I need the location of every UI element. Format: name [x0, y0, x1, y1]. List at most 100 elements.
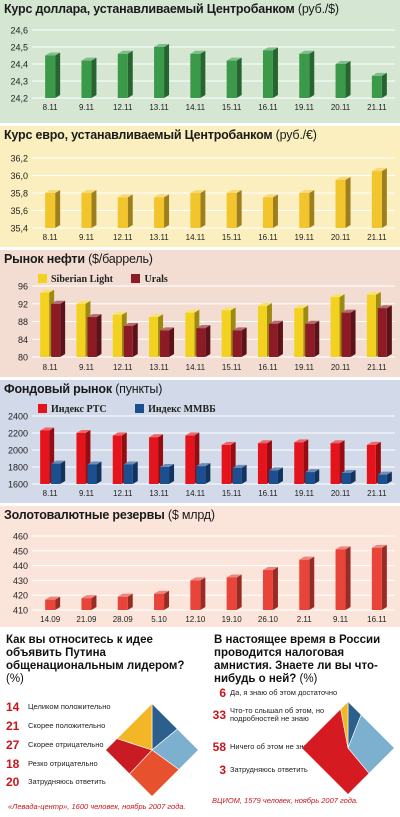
bar-side [127, 194, 133, 228]
bar [185, 312, 195, 357]
bar [268, 323, 278, 357]
x-tick-label: 16.11 [258, 233, 278, 242]
bar-top [371, 72, 387, 76]
survey-slice [334, 702, 349, 749]
bar-side [132, 461, 138, 484]
bar-side [381, 168, 387, 228]
legend-item: Siberian Light [38, 274, 113, 285]
x-tick-label: 13.11 [149, 103, 169, 112]
bar-top [149, 314, 164, 318]
bar-top [377, 471, 392, 475]
panel-separator [0, 123, 400, 126]
bar [76, 433, 86, 484]
bar-side [386, 471, 392, 484]
bar-top [257, 302, 272, 306]
bar-side [345, 61, 351, 98]
chart-panel-stock: 1600 1800 2000 2200 2400 8.11 9.11 12.11 13.11 14… [0, 380, 400, 506]
x-tick-label: 12.11 [113, 489, 133, 498]
bar [226, 193, 237, 228]
survey-slice [151, 706, 198, 791]
bar-side [60, 460, 66, 484]
bar-top [366, 441, 381, 445]
x-tick-label: 19.11 [295, 103, 315, 112]
survey-row: 33 Что-то слышал об этом, но подробностей… [212, 706, 325, 723]
bar [262, 197, 273, 228]
chart-reserves: 410 420 430 440 450 460 14.09 21.09 28.09 5.10 12.… [0, 506, 400, 630]
survey-source: ВЦИОМ, 1579 человек, ноябрь 2007 года. [212, 796, 359, 805]
bar-side [55, 52, 61, 98]
bar-top [51, 300, 66, 304]
x-tick-label: 16.11 [258, 103, 278, 112]
x-tick-label: 9.11 [333, 615, 349, 624]
bar-top [366, 291, 381, 295]
x-tick-label: 13.11 [149, 233, 169, 242]
chart-title: Золотовалютные резервы ($ млрд) [4, 508, 215, 522]
panel-separator [0, 247, 400, 250]
x-tick-label: 15.11 [222, 103, 242, 112]
bar [45, 193, 56, 228]
panel-separator [0, 377, 400, 380]
bar-top [190, 190, 206, 193]
survey-slice [106, 749, 198, 796]
legend-swatch [131, 274, 141, 283]
bar-top [117, 194, 133, 198]
bar-top [154, 44, 170, 47]
bar [299, 193, 310, 228]
bar-side [309, 556, 315, 610]
bar [226, 577, 237, 610]
y-tick-label: 24,2 [10, 94, 28, 104]
bar [117, 53, 128, 98]
bar-top [262, 567, 278, 571]
chart-background [0, 126, 400, 250]
bar [196, 328, 206, 357]
bar-side [272, 47, 278, 98]
bar-side [241, 327, 247, 357]
bar [371, 171, 382, 228]
x-tick-label: 8.11 [43, 233, 59, 242]
bar-top [371, 544, 387, 548]
bar-top [123, 322, 138, 326]
x-tick-label: 15.11 [222, 363, 242, 372]
y-tick-label: 450 [13, 546, 28, 556]
bar-side [277, 467, 283, 484]
chart-panel-oil: 80 84 88 92 96 8.11 9.11 12.11 13.11 14.11 15.11 16… [0, 250, 400, 380]
bar-top [377, 305, 392, 309]
bar-side [205, 325, 211, 357]
y-tick-label: 2000 [8, 446, 28, 456]
bar-top [185, 432, 200, 436]
x-tick-label: 14.11 [186, 489, 206, 498]
x-tick-label: 8.11 [43, 103, 59, 112]
bar-side [91, 190, 97, 228]
bar-side [277, 320, 283, 357]
x-tick-label: 16.11 [367, 615, 387, 624]
y-tick-label: 24,4 [10, 60, 28, 70]
bar-top [112, 432, 127, 436]
bar [81, 60, 92, 98]
legend-item: Индекс ММВБ [135, 404, 216, 415]
bar-top [40, 289, 55, 293]
survey-diamond [302, 702, 394, 794]
bar-side [96, 461, 102, 484]
bar [257, 305, 267, 357]
bar-top [51, 460, 66, 464]
y-tick-label: 84 [18, 335, 28, 345]
bar [51, 463, 61, 484]
bar-side [91, 595, 97, 610]
bar-side [345, 546, 351, 610]
x-tick-label: 8.11 [43, 363, 59, 372]
bar-top [335, 176, 351, 180]
bar [40, 430, 50, 484]
survey-question: В настоящее время в России проводится на… [214, 634, 381, 685]
bar-top [232, 327, 247, 331]
chart-eur: 35,4 35,6 35,8 36,0 36,2 8.11 9.11 12.11 13.11 14… [0, 126, 400, 250]
bar-side [91, 57, 97, 98]
bar [87, 464, 97, 484]
bar [190, 580, 201, 610]
bar [154, 47, 165, 98]
bar-top [154, 194, 170, 198]
bar-top [45, 190, 61, 193]
bar-top [149, 434, 164, 438]
bar-side [241, 464, 247, 484]
bar-side [314, 469, 320, 484]
bar-top [226, 190, 242, 193]
